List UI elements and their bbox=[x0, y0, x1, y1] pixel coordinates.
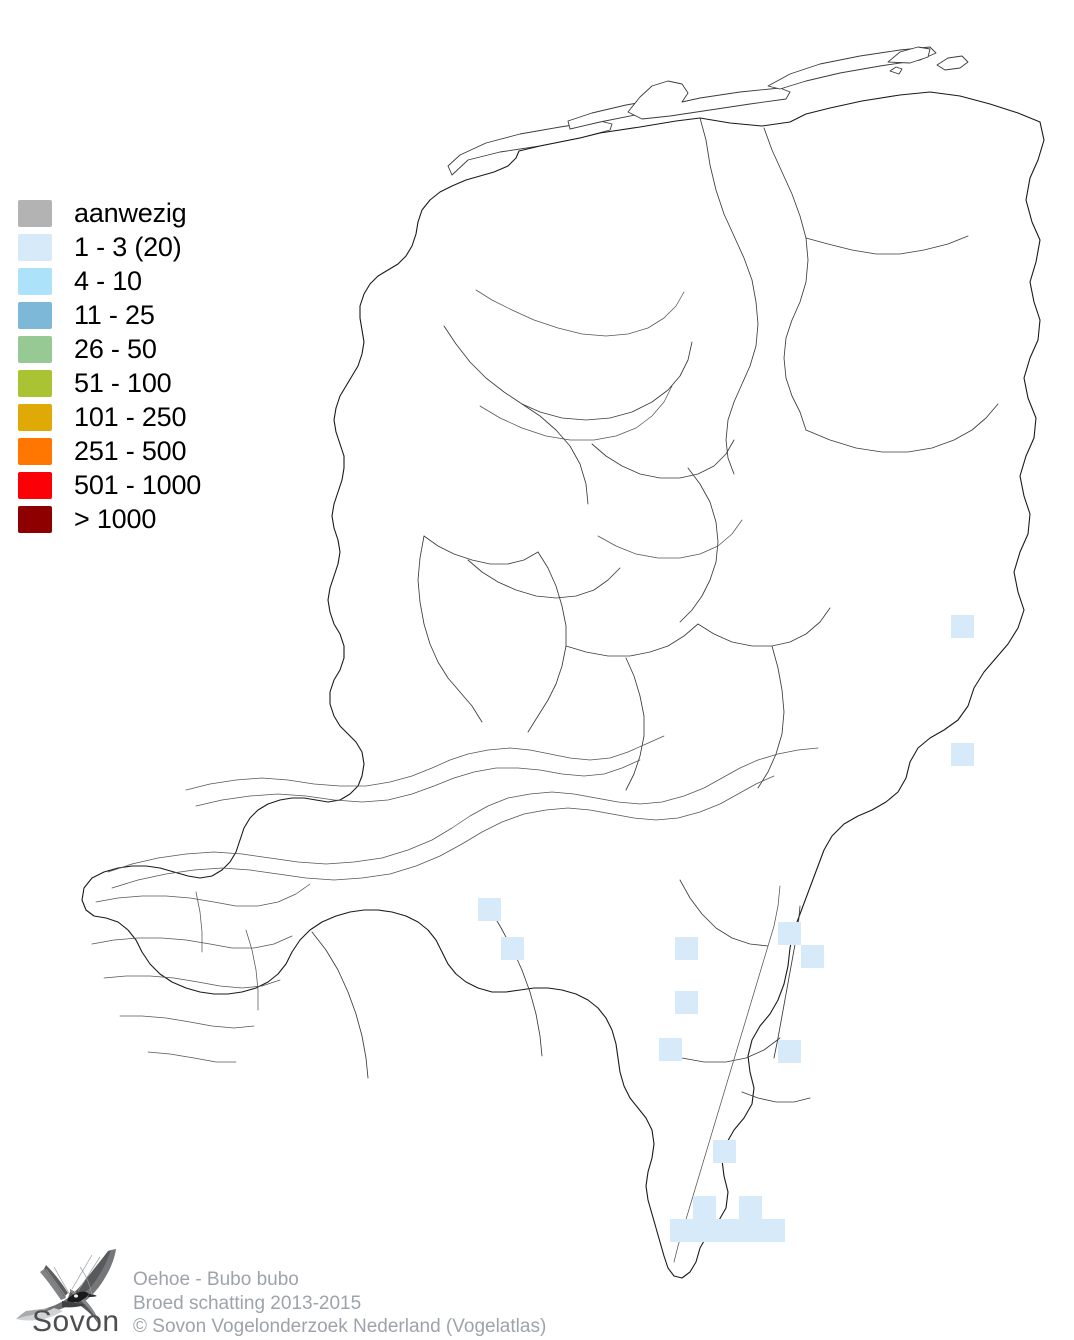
sovon-logo: Sovon bbox=[16, 1245, 128, 1337]
grid-cell[interactable] bbox=[659, 1038, 682, 1061]
legend-swatch-11-25 bbox=[18, 301, 52, 329]
legend-item-251-500[interactable]: 251 - 500 bbox=[18, 434, 278, 468]
footer-species-name: Oehoe - Bubo bubo bbox=[133, 1269, 299, 1290]
legend-swatch-501-1000 bbox=[18, 471, 52, 499]
legend-label-101-250: 101 - 250 bbox=[74, 401, 187, 432]
legend-swatch-101-250 bbox=[18, 403, 52, 431]
map-legend: aanwezig 1 - 3 (20) 4 - 10 11 - 25 26 - … bbox=[18, 196, 278, 536]
legend-item-11-25[interactable]: 11 - 25 bbox=[18, 298, 278, 332]
legend-item-aanwezig[interactable]: aanwezig bbox=[18, 196, 278, 230]
grid-cell[interactable] bbox=[693, 1196, 716, 1219]
legend-swatch-251-500 bbox=[18, 437, 52, 465]
legend-label-251-500: 251 - 500 bbox=[74, 435, 187, 466]
legend-label-1-3: 1 - 3 (20) bbox=[74, 231, 182, 262]
legend-item-26-50[interactable]: 26 - 50 bbox=[18, 332, 278, 366]
legend-swatch-1-3 bbox=[18, 233, 52, 261]
legend-label-26-50: 26 - 50 bbox=[74, 333, 157, 364]
legend-swatch-26-50 bbox=[18, 335, 52, 363]
sovon-wordmark: Sovon bbox=[32, 1305, 120, 1337]
footer-copyright: © Sovon Vogelonderzoek Nederland (Vogela… bbox=[133, 1316, 547, 1337]
grid-cell[interactable] bbox=[478, 898, 501, 921]
legend-item-101-250[interactable]: 101 - 250 bbox=[18, 400, 278, 434]
grid-cell[interactable] bbox=[716, 1219, 739, 1242]
legend-item-51-100[interactable]: 51 - 100 bbox=[18, 366, 278, 400]
legend-item-501-1000[interactable]: 501 - 1000 bbox=[18, 468, 278, 502]
legend-item-gt-1000[interactable]: > 1000 bbox=[18, 502, 278, 536]
footer-survey-period: Broed schatting 2013-2015 bbox=[133, 1292, 362, 1314]
grid-cell[interactable] bbox=[713, 1140, 736, 1163]
grid-cell[interactable] bbox=[675, 991, 698, 1014]
grid-cell[interactable] bbox=[670, 1219, 693, 1242]
grid-cell[interactable] bbox=[675, 937, 698, 960]
grid-cell[interactable] bbox=[951, 615, 974, 638]
legend-label-aanwezig: aanwezig bbox=[74, 197, 187, 228]
legend-label-51-100: 51 - 100 bbox=[74, 367, 172, 398]
grid-cell[interactable] bbox=[762, 1219, 785, 1242]
grid-cell[interactable] bbox=[801, 945, 824, 968]
province-boundaries-group bbox=[107, 117, 999, 1263]
legend-item-4-10[interactable]: 4 - 10 bbox=[18, 264, 278, 298]
wadden-islands-group bbox=[447, 46, 969, 189]
legend-label-gt-1000: > 1000 bbox=[74, 503, 157, 534]
grid-cells-group bbox=[478, 615, 974, 1242]
legend-swatch-51-100 bbox=[18, 369, 52, 397]
legend-label-4-10: 4 - 10 bbox=[74, 265, 142, 296]
legend-item-1-3[interactable]: 1 - 3 (20) bbox=[18, 230, 278, 264]
grid-cell[interactable] bbox=[739, 1219, 762, 1242]
legend-swatch-aanwezig bbox=[18, 199, 52, 227]
legend-swatch-4-10 bbox=[18, 267, 52, 295]
grid-cell[interactable] bbox=[501, 937, 524, 960]
footer-caption: Oehoe - Bubo bubo Broed schatting 2013-2… bbox=[133, 1268, 546, 1339]
grid-cell[interactable] bbox=[951, 743, 974, 766]
grid-cell[interactable] bbox=[693, 1219, 716, 1242]
legend-label-11-25: 11 - 25 bbox=[74, 299, 155, 330]
figure-footer: Sovon Oehoe - Bubo bubo Broed schatting … bbox=[0, 1243, 1074, 1340]
netherlands-outline bbox=[81, 91, 1045, 1279]
legend-label-501-1000: 501 - 1000 bbox=[74, 469, 202, 500]
swallow-bird-icon bbox=[16, 1249, 116, 1329]
grid-cell[interactable] bbox=[778, 1040, 801, 1063]
legend-swatch-gt-1000 bbox=[18, 505, 52, 533]
zeeland-waterways-group bbox=[91, 883, 311, 1063]
grid-cell[interactable] bbox=[778, 922, 801, 945]
grid-cell[interactable] bbox=[739, 1196, 762, 1219]
